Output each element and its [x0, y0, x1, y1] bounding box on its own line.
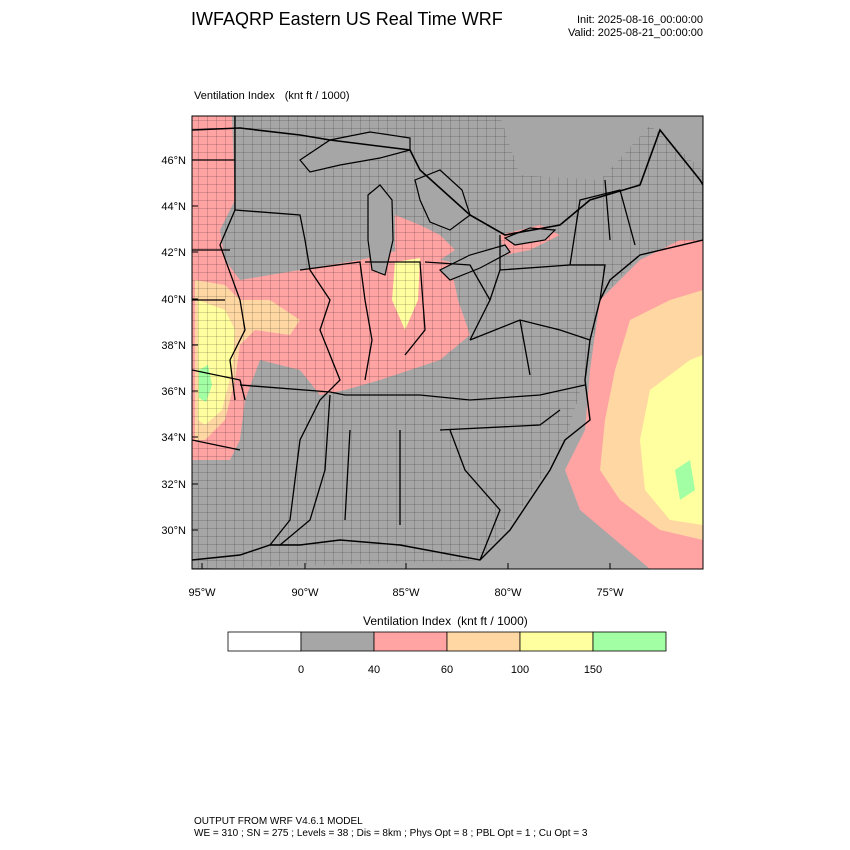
shade-150-plus-ocean — [675, 460, 695, 500]
map-plot-area — [192, 116, 703, 569]
colorbar-bin — [592, 631, 667, 652]
colorbar-bin — [519, 631, 594, 652]
field-name: Ventilation Index — [194, 90, 275, 102]
colorbar-bin — [446, 631, 521, 652]
field-units: (knt ft / 1000) — [284, 90, 350, 102]
lat-tick-label: 44°N — [161, 201, 186, 213]
great-lakes — [299, 131, 557, 281]
lon-tick-label: 90°W — [291, 587, 319, 599]
colorbar-tick-label: 40 — [368, 664, 380, 676]
lat-tick-label: 38°N — [161, 340, 186, 352]
lat-tick-label: 46°N — [161, 155, 186, 167]
colorbar-tick-label: 100 — [511, 664, 529, 676]
footer-line-1: OUTPUT FROM WRF V4.6.1 MODEL — [194, 816, 363, 827]
lat-tick-label: 40°N — [161, 294, 186, 306]
lon-tick-label: 75°W — [596, 587, 624, 599]
colorbar-bin — [300, 631, 375, 652]
colorbar-labels: 0 40 60 100 150 — [298, 664, 602, 676]
lake-ontario — [503, 227, 557, 246]
lat-tick-label: 42°N — [161, 247, 186, 259]
colorbar — [227, 631, 667, 652]
lake-michigan — [367, 184, 394, 276]
latitude-ticks: 46°N 44°N 42°N 40°N 38°N 36°N 34°N 32°N 30°N — [161, 155, 198, 537]
valid-time: Valid: 2025-08-21_00:00:00 — [568, 27, 703, 39]
lat-tick-label: 30°N — [161, 525, 186, 537]
colorbar-units: (knt ft / 1000) — [457, 614, 528, 628]
colorbar-tick-label: 150 — [584, 664, 602, 676]
lat-tick-label: 36°N — [161, 386, 186, 398]
model-footer: OUTPUT FROM WRF V4.6.1 MODEL WE = 310 ; … — [194, 816, 587, 840]
lat-tick-label: 34°N — [161, 432, 186, 444]
page-title: IWFAQRP Eastern US Real Time WRF — [191, 9, 503, 29]
init-time: Init: 2025-08-16_00:00:00 — [577, 14, 703, 26]
colorbar-tick-label: 0 — [298, 664, 304, 676]
colorbar-tick-label: 60 — [441, 664, 453, 676]
colorbar-bin — [227, 631, 302, 652]
map-field-label: Ventilation Index (knt ft / 1000) — [194, 90, 350, 102]
map-frame — [191, 115, 704, 570]
lake-huron — [414, 169, 471, 231]
lon-tick-label: 85°W — [392, 587, 420, 599]
colorbar-bin — [373, 631, 448, 652]
lon-tick-label: 95°W — [188, 587, 216, 599]
state-boundaries — [192, 116, 636, 561]
lat-tick-label: 32°N — [161, 479, 186, 491]
coastline — [192, 239, 703, 561]
lake-erie — [438, 244, 511, 281]
international-border — [192, 127, 703, 236]
colorbar-field: Ventilation Index — [363, 614, 452, 628]
footer-line-2: WE = 310 ; SN = 275 ; Levels = 38 ; Dis … — [194, 828, 588, 839]
longitude-ticks: 95°W 90°W 85°W 80°W 75°W — [188, 563, 624, 599]
timestamp-block: Init: 2025-08-16_00:00:00 Valid: 2025-08… — [568, 14, 703, 40]
lon-tick-label: 80°W — [494, 587, 522, 599]
colorbar-title: Ventilation Index (knt ft / 1000) — [363, 614, 528, 628]
